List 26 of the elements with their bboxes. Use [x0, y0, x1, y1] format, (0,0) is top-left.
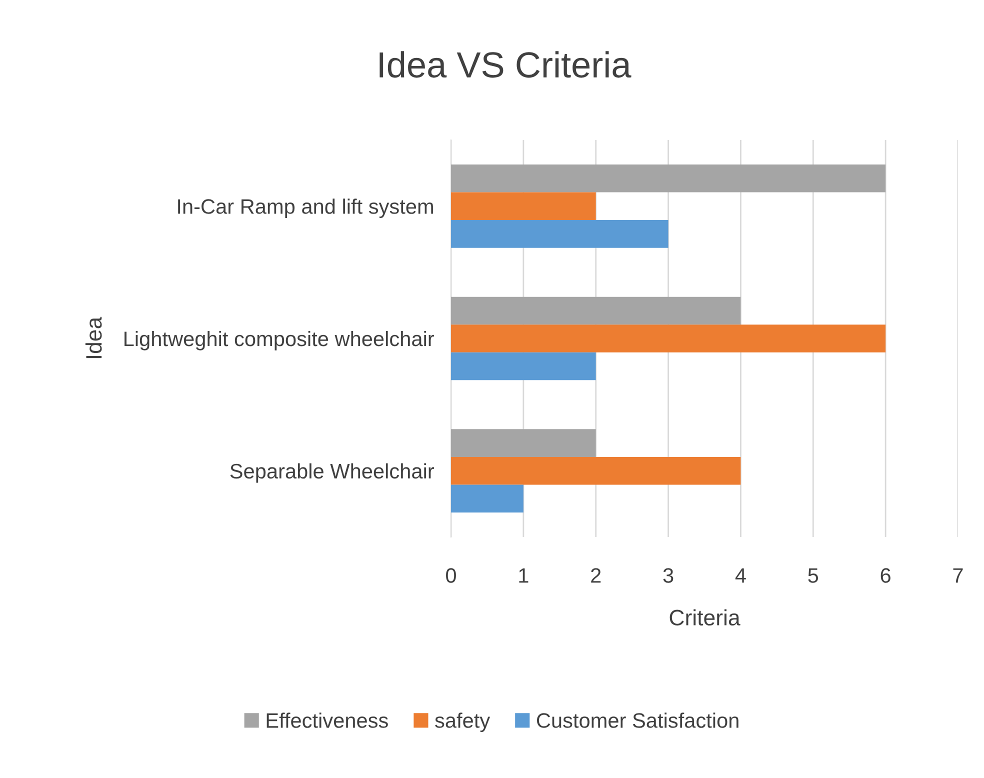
y-tick-label: Lightweghit composite wheelchair: [124, 330, 434, 350]
x-tick-label: 2: [591, 568, 601, 583]
bar: [451, 164, 886, 192]
legend-label: Customer Satisfaction: [536, 712, 738, 728]
y-tick-label: In-Car Ramp and lift system: [178, 198, 433, 218]
bar: [451, 296, 741, 325]
legend-label: safety: [435, 712, 490, 732]
bar: [451, 352, 596, 380]
chart-title: Idea VS Criteria: [380, 51, 632, 78]
legend-label: Effectiveness: [266, 712, 388, 728]
x-tick-label: 3: [663, 568, 674, 583]
x-tick-label: 5: [808, 568, 818, 583]
bar: [451, 484, 524, 513]
x-tick-label: 0: [446, 568, 456, 583]
y-axis-title: Idea: [85, 316, 102, 358]
bar: [451, 220, 668, 248]
bar: [451, 429, 596, 457]
y-tick-label: Separable Wheelchair: [230, 463, 434, 483]
x-tick-label: 4: [735, 568, 746, 583]
bar: [451, 456, 741, 485]
x-tick-label: 6: [880, 568, 890, 583]
x-axis-title: Criteria: [670, 609, 740, 626]
bar: [451, 324, 886, 352]
x-tick-label: 7: [953, 568, 963, 583]
x-tick-label: 1: [519, 568, 528, 583]
bar: [451, 192, 596, 220]
